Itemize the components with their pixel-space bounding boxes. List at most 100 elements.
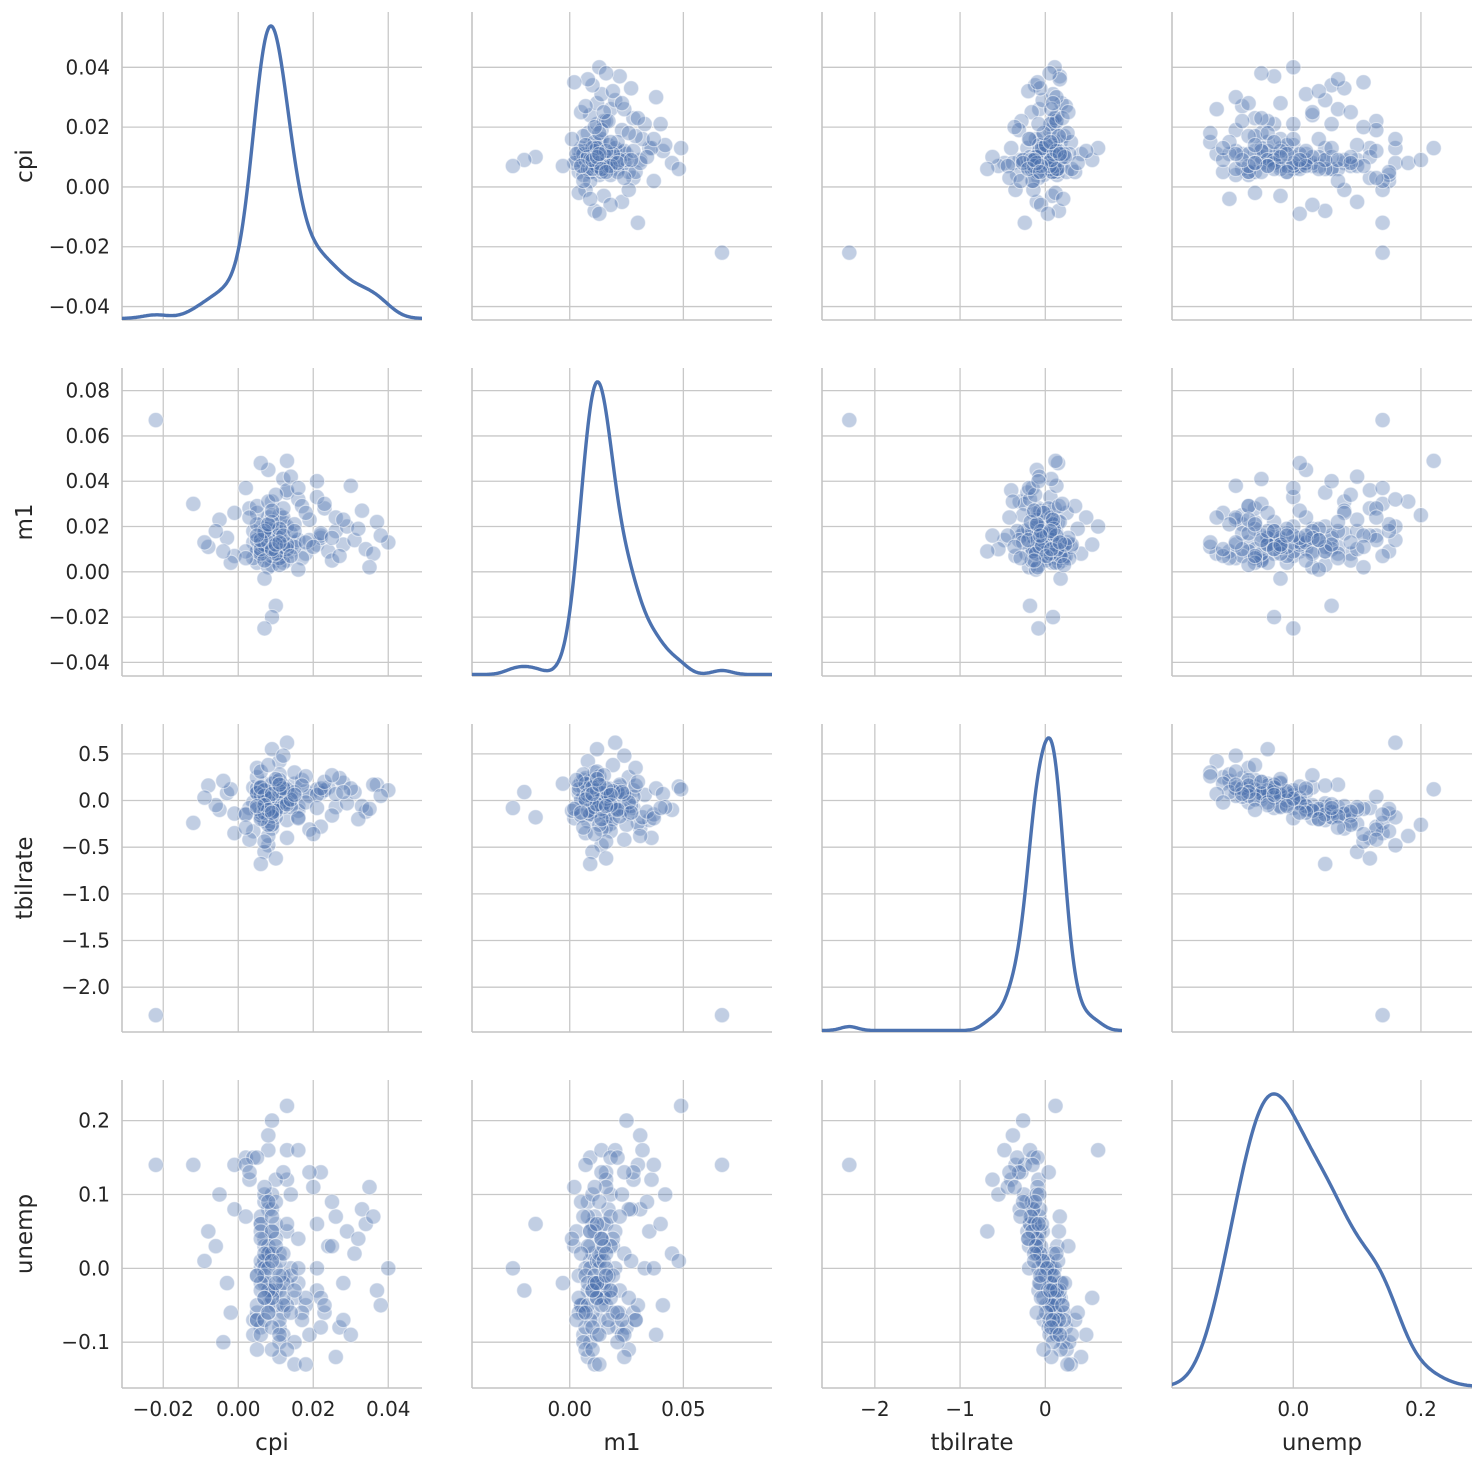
data-point xyxy=(1265,786,1283,804)
data-point xyxy=(672,781,690,798)
data-point xyxy=(591,776,608,793)
data-point xyxy=(1253,495,1270,513)
panel-content xyxy=(822,736,1122,1032)
data-point xyxy=(260,516,277,533)
data-point xyxy=(1026,77,1044,94)
panel-unemp-unemp xyxy=(1171,1080,1472,1389)
data-point xyxy=(1055,190,1072,208)
data-point xyxy=(237,806,254,823)
data-point xyxy=(275,1164,292,1181)
data-point xyxy=(566,74,583,91)
data-point xyxy=(248,1267,266,1284)
data-point xyxy=(1304,196,1321,214)
data-point xyxy=(282,547,299,565)
data-point xyxy=(1368,527,1385,544)
data-point xyxy=(1336,493,1353,510)
data-point xyxy=(1089,1142,1107,1159)
data-point xyxy=(577,1341,594,1358)
data-point xyxy=(260,756,277,774)
data-point xyxy=(290,810,307,827)
data-point xyxy=(1297,780,1315,797)
data-point xyxy=(271,776,288,793)
panel-content xyxy=(147,1097,397,1373)
data-point xyxy=(663,154,681,172)
data-point xyxy=(308,473,326,490)
data-point xyxy=(841,1156,858,1174)
data-point xyxy=(645,130,662,148)
data-point xyxy=(1380,823,1398,840)
x-tick-label: 0.0 xyxy=(1277,1397,1309,1421)
data-point xyxy=(554,775,572,792)
data-point xyxy=(1329,545,1347,562)
x-axis-title-cpi: cpi xyxy=(255,1430,289,1456)
data-point xyxy=(1056,1274,1074,1292)
data-point xyxy=(282,1304,299,1321)
scatter-points xyxy=(1202,59,1442,261)
data-point xyxy=(361,559,378,576)
data-point xyxy=(1003,139,1020,157)
data-point xyxy=(1208,101,1225,118)
data-point xyxy=(263,1252,281,1270)
y-tick-label: −0.5 xyxy=(61,835,110,859)
data-point xyxy=(638,803,656,820)
data-point xyxy=(1227,166,1244,184)
data-point xyxy=(260,1193,277,1211)
data-point xyxy=(645,1156,662,1174)
panel-content xyxy=(841,1097,1107,1373)
data-point xyxy=(316,500,333,517)
data-point xyxy=(1272,187,1289,205)
data-point xyxy=(1310,531,1327,549)
data-point xyxy=(1010,1164,1028,1181)
data-point xyxy=(1265,608,1283,626)
scatter-points xyxy=(147,1097,397,1373)
data-point xyxy=(1246,110,1264,127)
data-point xyxy=(263,1112,281,1129)
data-point xyxy=(1004,493,1022,510)
y-tick-label: 0.00 xyxy=(65,560,110,584)
data-point xyxy=(1265,133,1283,151)
data-point xyxy=(1084,1289,1101,1307)
data-point xyxy=(1342,803,1359,820)
data-point xyxy=(308,1282,326,1299)
data-point xyxy=(1026,552,1043,569)
data-point xyxy=(297,1356,314,1373)
data-point xyxy=(335,511,352,528)
scatter-points xyxy=(1202,411,1442,637)
scatter-points xyxy=(147,411,397,637)
data-point xyxy=(591,145,608,163)
data-point xyxy=(252,1230,269,1247)
data-point xyxy=(1078,1326,1095,1343)
x-tick-label: 0.00 xyxy=(216,1397,261,1421)
data-point xyxy=(1368,169,1385,187)
data-point xyxy=(657,1186,674,1203)
data-point xyxy=(286,516,303,533)
data-point xyxy=(1042,522,1059,540)
data-point xyxy=(1202,538,1219,556)
data-point xyxy=(1368,500,1385,517)
data-point xyxy=(1030,115,1047,133)
data-point xyxy=(290,1230,307,1247)
data-point xyxy=(1054,1297,1071,1314)
data-point xyxy=(1004,1127,1022,1144)
data-point xyxy=(504,799,522,817)
data-point xyxy=(308,799,326,817)
data-point xyxy=(602,1149,619,1166)
data-point xyxy=(1055,556,1073,574)
panel-m1-cpi xyxy=(121,368,422,677)
data-point xyxy=(1026,486,1044,503)
data-point xyxy=(591,1193,608,1211)
data-point xyxy=(641,1223,658,1240)
data-point xyxy=(1310,130,1327,148)
y-tick-label: −0.04 xyxy=(49,650,110,674)
data-point xyxy=(237,479,254,497)
data-point xyxy=(1400,154,1417,172)
data-point xyxy=(1234,112,1251,130)
data-point xyxy=(1368,831,1385,848)
data-point xyxy=(267,486,284,503)
data-point xyxy=(1368,531,1385,549)
panel-m1-m1 xyxy=(471,368,772,677)
data-point xyxy=(241,831,258,848)
data-point xyxy=(1043,470,1060,488)
data-point xyxy=(1035,1341,1052,1358)
panel-tbilrate-unemp xyxy=(1171,724,1472,1033)
